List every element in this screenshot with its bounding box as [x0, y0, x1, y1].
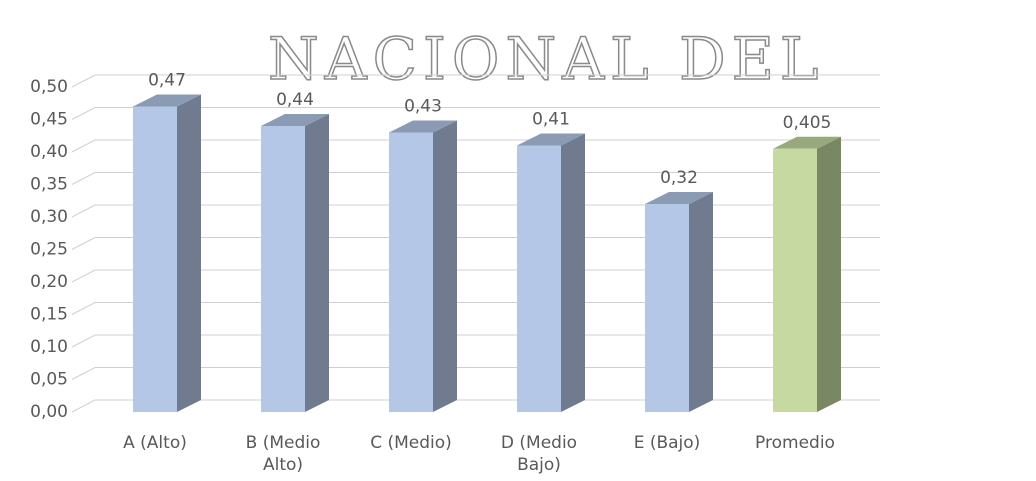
x-tick-label: C (Medio) — [370, 433, 452, 453]
bar — [517, 145, 561, 412]
grid-line — [71, 139, 880, 153]
grid-line — [71, 367, 880, 380]
y-tick-label: 0,45 — [30, 110, 68, 130]
value-label: 0,47 — [148, 71, 186, 91]
x-tick-label: Promedio — [755, 433, 835, 453]
grid-line — [71, 172, 880, 185]
x-tick-label: B (Medio Alto) — [245, 433, 321, 475]
grid-line — [71, 334, 880, 348]
value-label: 0,32 — [660, 168, 698, 188]
bar-side — [305, 114, 329, 412]
watermark: NACIONAL DEL — [268, 25, 824, 93]
x-tick-label: D (Medio Bajo) — [500, 433, 578, 475]
bar — [645, 204, 689, 412]
grid-line — [71, 399, 880, 413]
bar-top — [389, 120, 457, 133]
grid-line — [71, 74, 880, 88]
bar-top — [773, 136, 841, 149]
value-label: 0,43 — [404, 97, 442, 117]
bar-side — [177, 94, 201, 412]
grid-line — [71, 237, 880, 250]
value-label: 0,44 — [276, 90, 314, 110]
value-label: 0,41 — [532, 110, 570, 130]
y-tick-label: 0,05 — [30, 370, 68, 390]
bar — [389, 132, 433, 412]
y-tick-label: 0,20 — [30, 272, 68, 292]
y-tick-label: 0,35 — [30, 175, 68, 195]
x-tick-label: A (Alto) — [123, 433, 187, 453]
bar — [133, 106, 177, 412]
grid-line — [71, 302, 880, 315]
y-tick-label: 0,50 — [30, 77, 68, 97]
bar-top — [645, 192, 713, 204]
bar-side — [689, 192, 713, 412]
bar-top — [261, 114, 329, 126]
y-tick-label: 0,25 — [30, 240, 68, 260]
y-tick-label: 0,15 — [30, 305, 68, 325]
bar-top — [133, 94, 201, 107]
y-tick-label: 0,00 — [30, 402, 68, 422]
bar-side — [817, 136, 841, 412]
bar-side — [561, 133, 585, 412]
grid-line — [71, 204, 880, 218]
x-tick-label: E (Bajo) — [633, 433, 701, 453]
bar-side — [433, 120, 457, 412]
grid-line — [71, 107, 880, 120]
value-label: 0,405 — [783, 113, 832, 133]
y-tick-label: 0,30 — [30, 207, 68, 227]
bar — [773, 148, 817, 412]
grid-line — [71, 269, 880, 283]
y-tick-label: 0,40 — [30, 142, 68, 162]
y-tick-label: 0,10 — [30, 337, 68, 357]
bar — [261, 126, 305, 412]
bar-top — [517, 133, 585, 146]
